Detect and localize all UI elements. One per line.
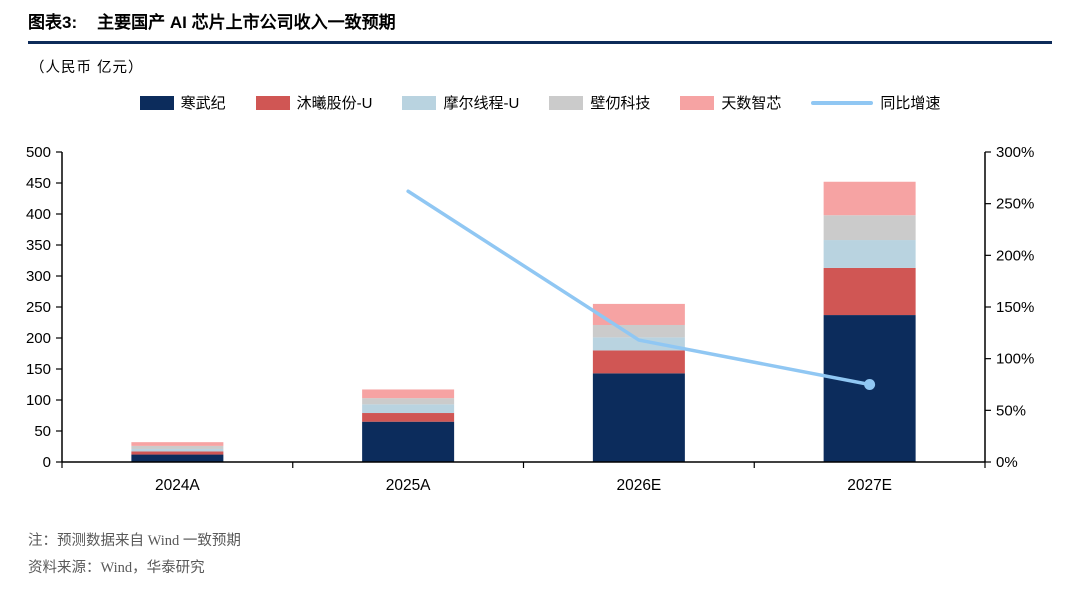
svg-text:100: 100: [26, 392, 51, 409]
legend-label: 摩尔线程-U: [443, 95, 520, 112]
svg-text:0: 0: [43, 454, 51, 471]
svg-text:100%: 100%: [996, 351, 1034, 368]
legend-label: 寒武纪: [180, 95, 226, 112]
svg-text:0%: 0%: [996, 454, 1018, 471]
svg-text:300: 300: [26, 268, 51, 285]
legend-item-line: 同比增速: [811, 92, 940, 113]
chart-title-text: 主要国产 AI 芯片上市公司收入一致预期: [97, 13, 396, 32]
legend-swatch: [402, 95, 437, 110]
legend-label: 同比增速: [880, 95, 941, 112]
legend-label: 天数智芯: [721, 95, 782, 112]
chart-title: 图表3: 主要国产 AI 芯片上市公司收入一致预期: [28, 8, 1052, 44]
legend-swatch: [549, 95, 584, 110]
svg-text:450: 450: [26, 175, 51, 192]
legend-item: 沐曦股份-U: [255, 92, 373, 113]
legend-label: 壁仞科技: [590, 95, 651, 112]
legend-swatch: [139, 95, 174, 110]
footnote-note: 注：预测数据来自 Wind 一致预期: [28, 533, 241, 549]
footnote-source: 资料来源：Wind，华泰研究: [28, 560, 205, 576]
unit-label: （人民币 亿元）: [30, 60, 144, 76]
legend-swatch: [255, 95, 290, 110]
footnotes: 注：预测数据来自 Wind 一致预期 资料来源：Wind，华泰研究: [28, 528, 241, 582]
svg-text:300%: 300%: [996, 144, 1034, 161]
legend-item: 摩尔线程-U: [402, 92, 519, 113]
legend-item: 天数智芯: [680, 92, 781, 113]
svg-text:2026E: 2026E: [616, 477, 661, 494]
svg-text:50%: 50%: [996, 402, 1026, 419]
legend-line-swatch: [811, 100, 874, 105]
svg-text:200: 200: [26, 330, 51, 347]
svg-text:2027E: 2027E: [847, 477, 892, 494]
svg-text:400: 400: [26, 206, 51, 223]
svg-text:250: 250: [26, 299, 51, 316]
svg-text:2025A: 2025A: [386, 477, 431, 494]
svg-text:350: 350: [26, 237, 51, 254]
svg-text:50: 50: [34, 423, 51, 440]
svg-text:150%: 150%: [996, 299, 1034, 316]
svg-text:200%: 200%: [996, 247, 1034, 264]
chart-title-prefix: 图表3:: [28, 13, 78, 32]
svg-text:150: 150: [26, 361, 51, 378]
legend-item: 壁仞科技: [549, 92, 650, 113]
svg-text:250%: 250%: [996, 196, 1034, 213]
chart-canvas: 0 50 100 150 200 250 300 350 400 450 500 0% 50% 100% 1…: [26, 144, 1034, 494]
legend-label: 沐曦股份-U: [296, 95, 373, 112]
svg-text:2024A: 2024A: [155, 477, 200, 494]
legend-swatch: [680, 95, 715, 110]
legend-item: 寒武纪: [139, 92, 226, 113]
chart-legend: 寒武纪 沐曦股份-U 摩尔线程-U 壁仞科技 天数智芯 同比增速: [0, 92, 1080, 113]
svg-text:500: 500: [26, 144, 51, 161]
